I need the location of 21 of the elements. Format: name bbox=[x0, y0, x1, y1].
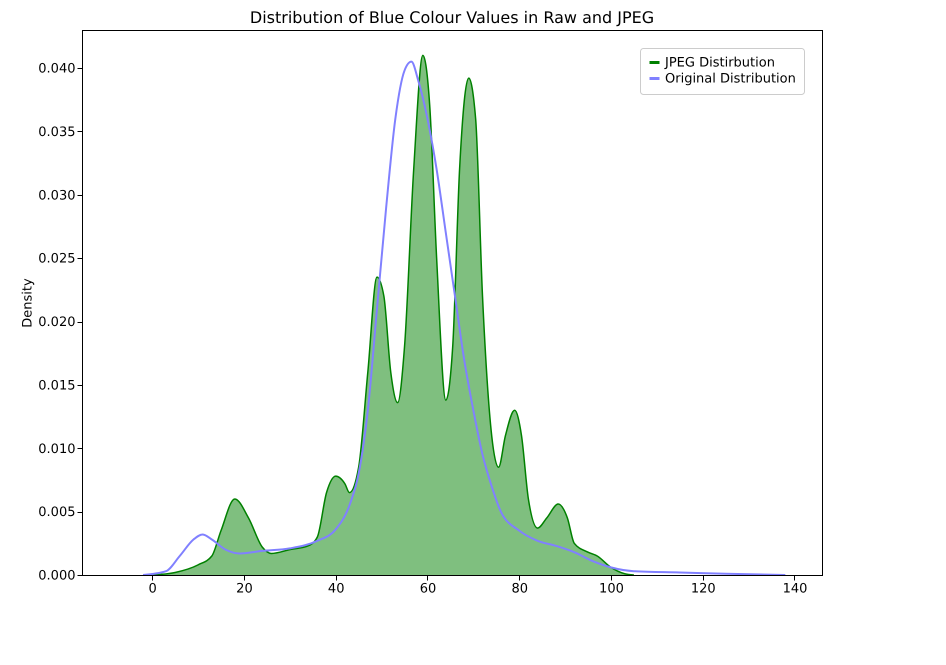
y-tick-label: 0.010 bbox=[38, 442, 76, 457]
y-tick-label: 0.020 bbox=[38, 315, 76, 330]
y-tick-label: 0.040 bbox=[38, 62, 76, 77]
x-tick-label: 0 bbox=[148, 582, 157, 596]
x-tick-label: 80 bbox=[511, 582, 528, 596]
x-tick-label: 120 bbox=[690, 582, 716, 596]
chart-title: Distribution of Blue Colour Values in Raw and JPEG bbox=[250, 8, 654, 27]
y-tick-label: 0.000 bbox=[38, 568, 76, 584]
legend-label: Original Distribution bbox=[665, 72, 796, 86]
y-tick-label: 0.025 bbox=[38, 252, 76, 267]
x-tick-label: 140 bbox=[782, 582, 808, 596]
x-tick-label: 100 bbox=[599, 582, 624, 596]
y-tick-label: 0.005 bbox=[38, 505, 76, 520]
x-tick-label: 20 bbox=[236, 582, 253, 596]
y-tick-label: 0.030 bbox=[38, 188, 76, 204]
x-tick-label: 60 bbox=[420, 582, 436, 596]
y-tick-label: 0.035 bbox=[38, 124, 76, 140]
y-tick-label: 0.015 bbox=[38, 378, 76, 394]
x-tick-label: 40 bbox=[328, 582, 344, 596]
y-axis-title: Density bbox=[20, 278, 36, 328]
legend-label: JPEG Distirbution bbox=[664, 56, 775, 70]
